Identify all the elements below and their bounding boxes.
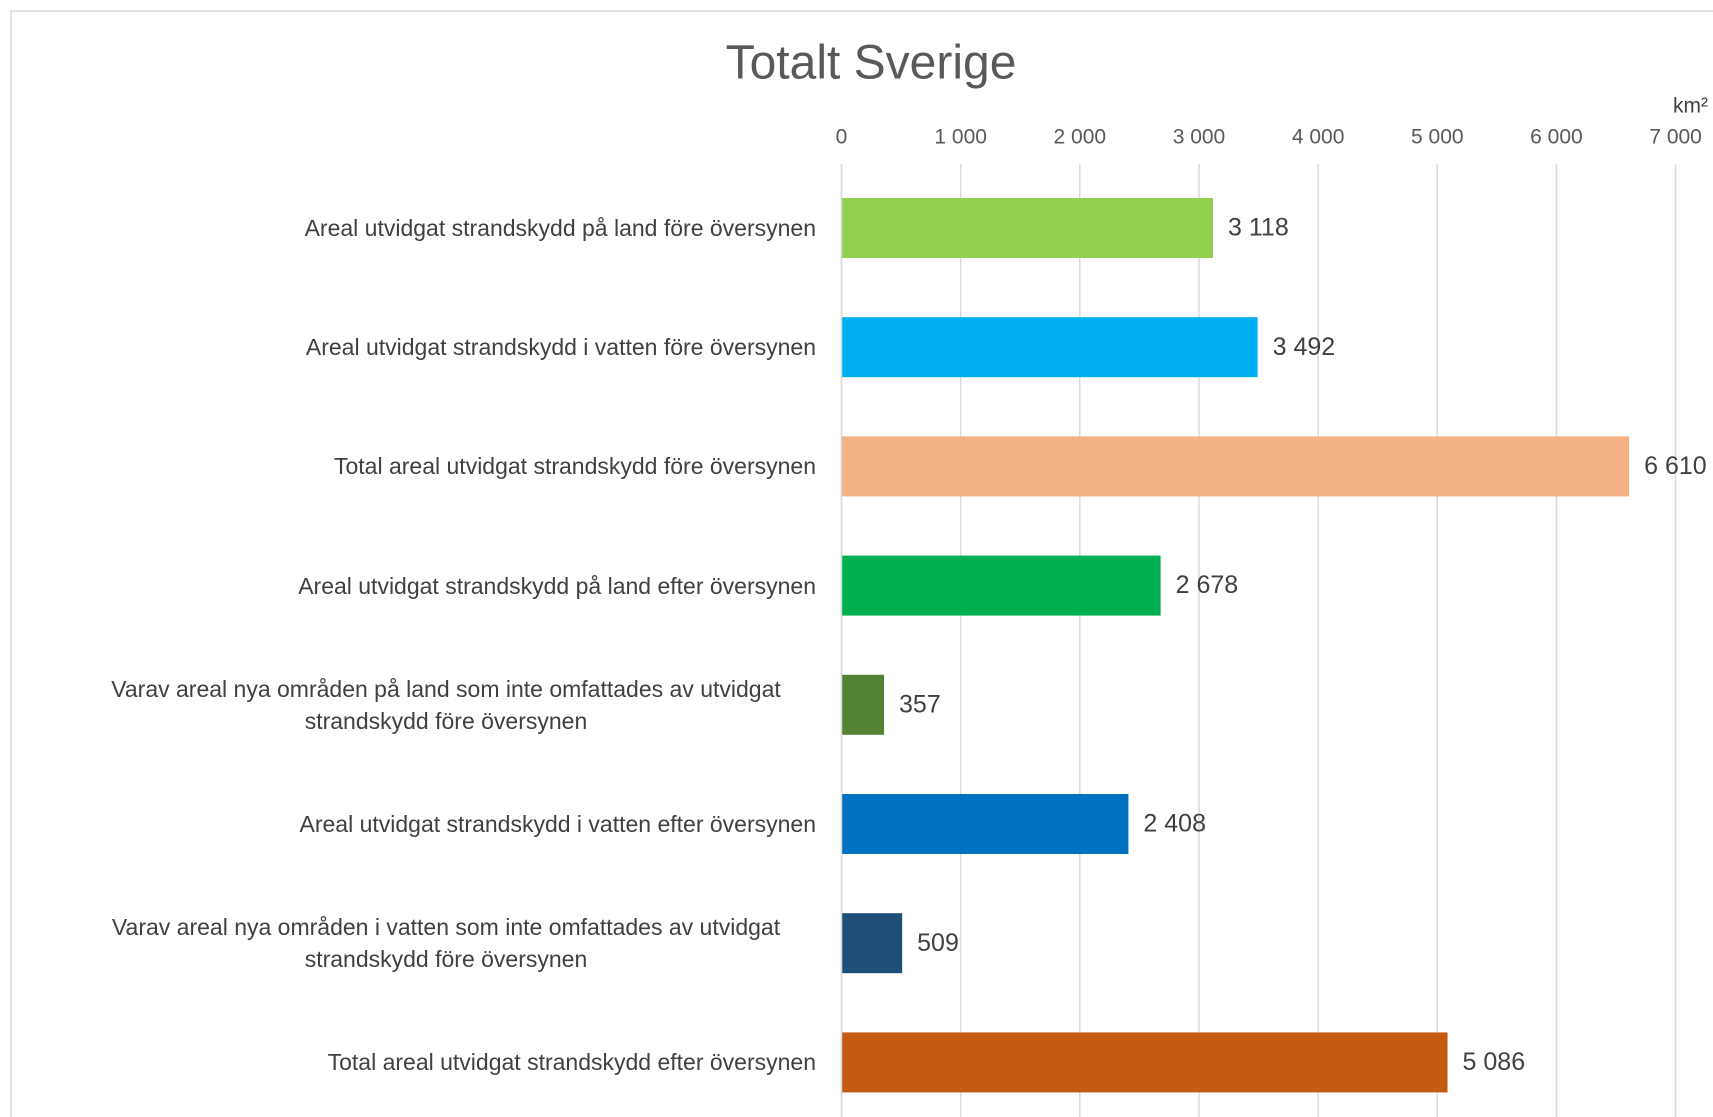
bar [841, 317, 1258, 378]
category-label-box: Areal utvidgat strandskydd på land efter… [298, 570, 816, 602]
category-label-box: Total areal utvidgat strandskydd efter ö… [328, 1046, 816, 1078]
category-label-box: Total areal utvidgat strandskydd före öv… [334, 450, 816, 482]
bar [841, 1032, 1448, 1093]
x-tick-label: 2 000 [1054, 126, 1107, 149]
chart-title: Totalt Sverige [726, 37, 1017, 90]
x-tick-label: 5 000 [1411, 126, 1464, 149]
category-label-box: Areal utvidgat strandskydd i vatten före… [306, 331, 816, 363]
category-label: Varav areal nya områden i vatten som int… [111, 914, 781, 973]
value-label: 5 086 [1463, 1048, 1526, 1076]
category-label: Total areal utvidgat strandskydd före öv… [334, 453, 816, 480]
axis-unit: km² [1673, 95, 1708, 118]
x-tick-label: 6 000 [1530, 126, 1583, 149]
value-label: 2 408 [1143, 810, 1206, 838]
category-label-box: Varav areal nya områden i vatten som int… [76, 911, 816, 975]
category-label: Areal utvidgat strandskydd på land före … [304, 215, 816, 241]
category-label: Total areal utvidgat strandskydd efter ö… [327, 1049, 816, 1076]
value-label: 509 [917, 929, 959, 957]
value-label: 3 492 [1273, 333, 1336, 361]
x-tick-label: 7 000 [1649, 126, 1702, 149]
bar [841, 198, 1214, 258]
category-label: Areal utvidgat strandskydd i vatten efte… [299, 811, 816, 837]
category-label-box: Varav areal nya områden på land som inte… [76, 673, 816, 737]
bar [841, 436, 1630, 497]
value-label: 357 [899, 690, 941, 718]
x-tick-label: 3 000 [1173, 126, 1226, 149]
x-tick-label: 0 [836, 126, 848, 149]
category-label-box: Areal utvidgat strandskydd på land före … [305, 212, 816, 244]
category-label-box: Areal utvidgat strandskydd i vatten efte… [299, 808, 816, 840]
chart-border [10, 10, 1713, 1117]
value-label: 6 610 [1644, 452, 1707, 480]
category-label: Areal utvidgat strandskydd på land efter… [298, 572, 816, 599]
bar [841, 674, 885, 735]
category-label: Areal utvidgat strandskydd i vatten före… [305, 334, 816, 361]
bar [841, 555, 1161, 616]
category-label: Varav areal nya områden på land som inte… [111, 675, 781, 734]
value-label: 2 678 [1176, 571, 1239, 599]
x-tick-label: 4 000 [1292, 126, 1345, 149]
bar [841, 794, 1129, 854]
x-tick-label: 1 000 [934, 126, 987, 149]
value-label: 3 118 [1228, 214, 1289, 242]
bar [841, 913, 903, 974]
